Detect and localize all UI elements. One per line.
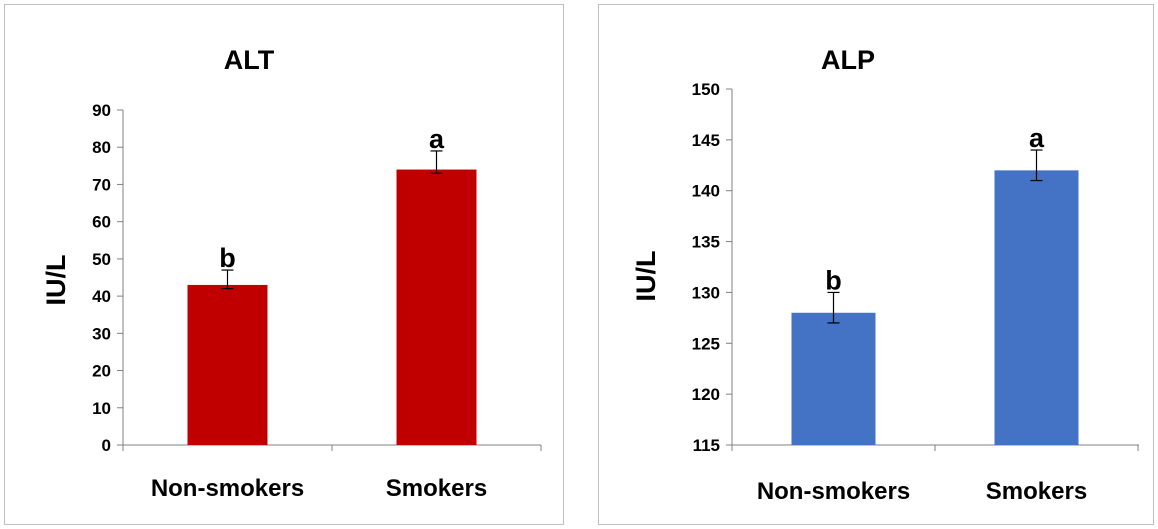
alt-significance-label: b — [219, 243, 236, 273]
alp-chart-title: ALP — [821, 45, 875, 75]
alt-y-tick-label: 30 — [92, 324, 111, 343]
alt-y-tick-label: 60 — [92, 213, 111, 232]
alp-significance-label: a — [1029, 123, 1045, 153]
alt-chart-title: ALT — [224, 45, 275, 75]
alt-y-tick-label: 80 — [92, 138, 111, 157]
alt-category-label: Non-smokers — [151, 475, 304, 502]
alp-bar — [994, 170, 1079, 445]
alt-chart-panel: ALT IU/L 0 10 20 30 40 50 60 70 80 90 b Non-smokers a S… — [4, 4, 564, 525]
alp-category-label: Smokers — [986, 478, 1087, 505]
alp-bar — [791, 312, 876, 445]
alp-category-label: Non-smokers — [757, 478, 910, 505]
alt-y-axis-label: IU/L — [41, 255, 71, 306]
alt-y-tick-label: 40 — [92, 287, 111, 306]
alp-y-tick-label: 135 — [692, 233, 720, 252]
alt-bar — [187, 284, 268, 445]
alp-y-tick-label: 150 — [692, 80, 720, 99]
alt-significance-label: a — [429, 124, 445, 154]
alt-chart: ALT IU/L 0 10 20 30 40 50 60 70 80 90 b Non-smokers a S… — [41, 45, 542, 502]
alp-y-tick-label: 130 — [692, 283, 720, 302]
alt-y-tick-label: 10 — [92, 399, 111, 418]
alp-y-tick-label: 140 — [692, 182, 720, 201]
alp-y-tick-label: 120 — [692, 385, 720, 404]
alp-chart-panel: ALP IU/L 115 120 125 130 135 140 145 150 b Non-smok… — [598, 4, 1154, 525]
alt-bar — [396, 169, 477, 446]
alt-y-tick-label: 50 — [92, 250, 111, 269]
alp-y-axis-label: IU/L — [631, 251, 661, 302]
alt-y-tick-label: 90 — [92, 101, 111, 120]
alp-significance-label: b — [825, 265, 842, 295]
alp-chart: ALP IU/L 115 120 125 130 135 140 145 150 b Non-smok… — [631, 45, 1139, 505]
alp-y-tick-label: 125 — [692, 334, 720, 353]
alp-y-tick-label: 145 — [692, 131, 720, 150]
alp-y-tick-label: 115 — [693, 436, 720, 455]
alt-y-tick-label: 0 — [102, 436, 111, 455]
alt-category-label: Smokers — [386, 475, 487, 502]
alt-y-tick-label: 20 — [92, 362, 111, 381]
alt-y-tick-label: 70 — [92, 175, 111, 194]
